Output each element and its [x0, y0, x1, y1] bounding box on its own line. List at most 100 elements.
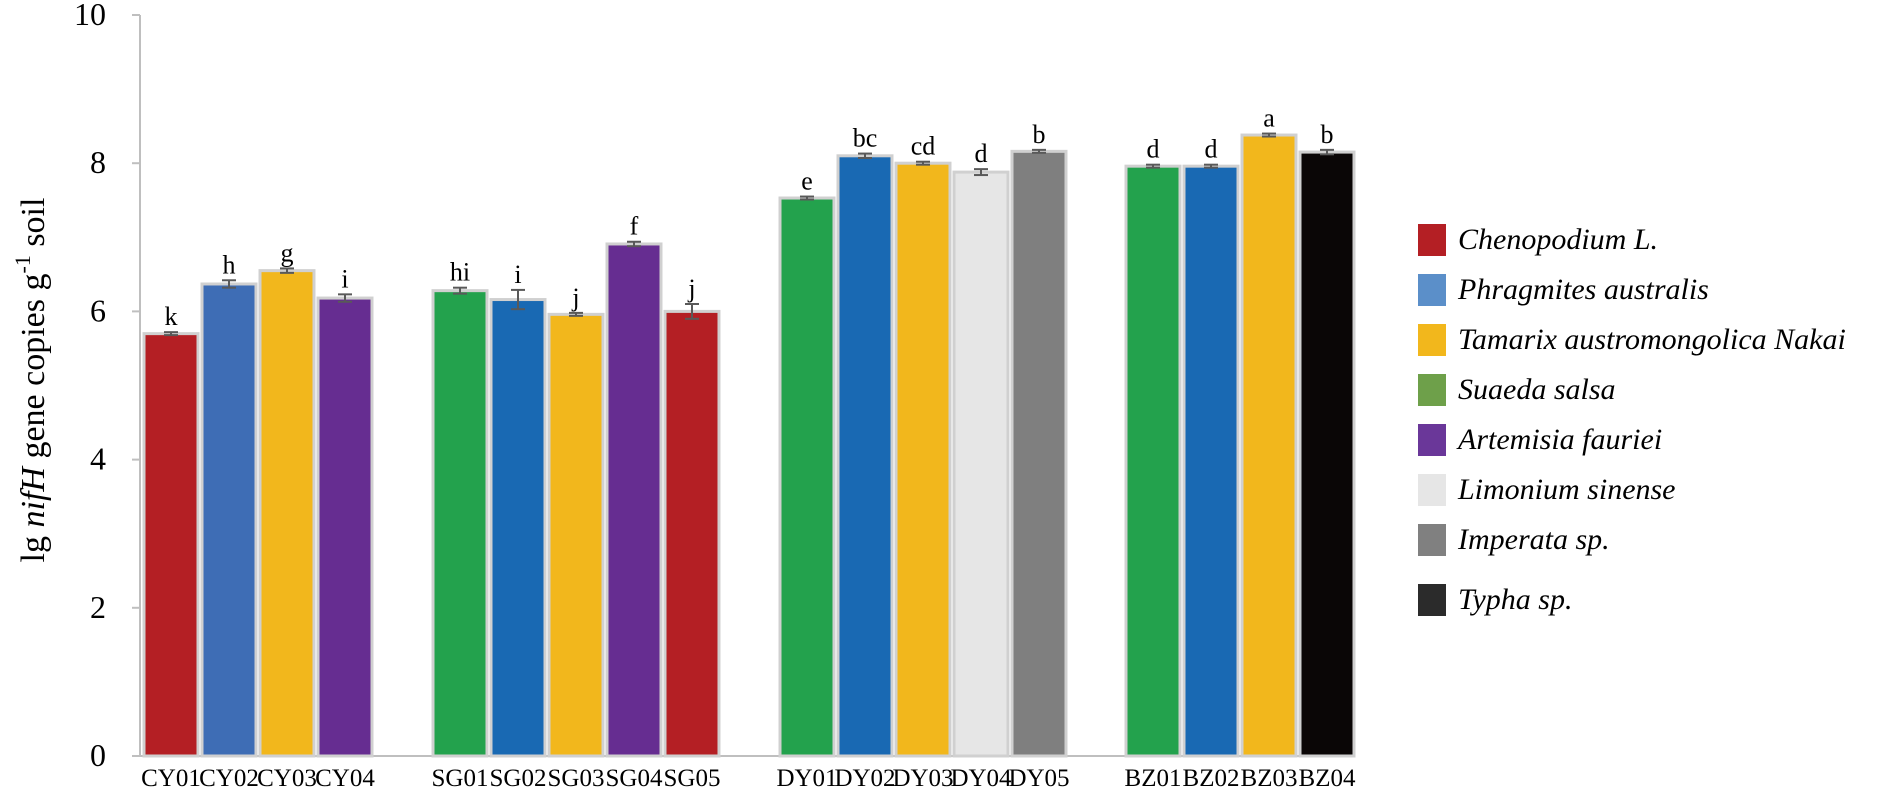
bar-cy02: h [200, 250, 258, 758]
bars: k h g i hi i j f j e bc cd d b d d a b [142, 104, 1356, 758]
legend-label: Tamarix austromongolica Nakai [1458, 323, 1846, 356]
significance-letter: cd [911, 132, 936, 161]
x-tick-label: BZ01 [1125, 765, 1182, 788]
significance-letter: i [514, 260, 521, 289]
bar-dy01: e [778, 167, 836, 758]
bar-sg03: j [547, 283, 605, 758]
bar-rect [894, 161, 952, 758]
significance-letter: d [975, 139, 988, 168]
legend-label: Imperata sp. [1458, 523, 1610, 556]
y-axis-label: lg nifH gene copies g-1 soil [10, 198, 52, 563]
bar-rect [316, 296, 374, 758]
significance-letter: a [1263, 104, 1275, 133]
significance-letter: j [687, 274, 695, 303]
legend-item: Tamarix austromongolica Nakai [1418, 322, 1846, 358]
bar-bz03: a [1240, 104, 1298, 758]
legend-item: Limonium sinense [1418, 472, 1676, 508]
bar-bz02: d [1182, 135, 1240, 758]
significance-letter: d [1205, 135, 1218, 164]
x-tick-label: CY04 [315, 765, 375, 788]
legend-item: Suaeda salsa [1418, 372, 1616, 408]
x-tick-label: SG04 [606, 765, 663, 788]
x-tick-label: DY04 [950, 765, 1012, 788]
y-tick-label: 10 [74, 0, 106, 32]
significance-letter: i [341, 264, 348, 293]
significance-letter: b [1033, 120, 1046, 149]
legend-swatch [1418, 374, 1446, 406]
bar-rect [1010, 149, 1068, 758]
significance-letter: g [281, 238, 294, 267]
significance-letter: h [223, 250, 236, 279]
bar-rect [605, 242, 663, 758]
x-tick-label: SG02 [490, 765, 547, 788]
bar-rect [836, 154, 894, 758]
y-tick-label: 0 [90, 737, 106, 773]
bar-rect [778, 196, 836, 758]
legend-swatch [1418, 324, 1446, 356]
legend-item: Chenopodium L. [1418, 222, 1658, 258]
x-tick-label: CY01 [141, 765, 201, 788]
significance-letter: k [165, 302, 178, 331]
significance-letter: hi [450, 258, 470, 287]
significance-letter: e [801, 167, 813, 196]
legend-label: Typha sp. [1458, 583, 1573, 616]
x-tick-label: SG01 [432, 765, 489, 788]
bar-dy05: b [1010, 120, 1068, 758]
legend-swatch [1418, 224, 1446, 256]
significance-letter: d [1147, 135, 1160, 164]
x-tick-label: DY01 [776, 765, 837, 788]
legend-swatch [1418, 424, 1446, 456]
legend-swatch [1418, 474, 1446, 506]
bar-rect [200, 282, 258, 758]
x-tick-label: SG05 [664, 765, 721, 788]
legend-label: Suaeda salsa [1458, 373, 1616, 406]
bar-cy04: i [316, 264, 374, 758]
legend-swatch [1418, 524, 1446, 556]
legend-item: Typha sp. [1418, 582, 1572, 618]
y-tick-label: 6 [90, 292, 106, 328]
x-tick-label: SG03 [548, 765, 605, 788]
bar-cy03: g [258, 238, 316, 758]
bar-rect [142, 332, 200, 758]
legend-swatch [1418, 584, 1446, 616]
legend-label: Limonium sinense [1458, 473, 1676, 506]
legend-item: Phragmites australis [1418, 272, 1709, 308]
legend-item: Artemisia fauriei [1418, 422, 1662, 458]
x-tick-label: CY03 [257, 765, 317, 788]
bar-sg01: hi [431, 258, 489, 758]
significance-letter: f [630, 212, 639, 241]
bar-sg04: f [605, 212, 663, 758]
legend-label: Phragmites australis [1458, 273, 1709, 306]
bar-rect [258, 269, 316, 758]
legend-item: Imperata sp. [1418, 522, 1610, 558]
bar-dy04: d [952, 139, 1010, 758]
bar-rect [1240, 133, 1298, 758]
y-tick-label: 8 [90, 144, 106, 180]
x-tick-label: DY05 [1008, 765, 1069, 788]
bar-rect [1298, 150, 1356, 758]
bar-rect [489, 298, 547, 758]
bar-sg02: i [489, 260, 547, 758]
x-tick-label: BZ03 [1241, 765, 1298, 788]
bar-rect [431, 289, 489, 758]
bar-bz01: d [1124, 135, 1182, 758]
bar-rect [952, 170, 1010, 758]
bar-rect [1124, 164, 1182, 758]
x-tick-label: CY02 [199, 765, 259, 788]
bar-dy03: cd [894, 132, 952, 758]
legend-label: Artemisia fauriei [1458, 423, 1663, 456]
significance-letter: b [1321, 120, 1334, 149]
legend-label: Chenopodium L. [1458, 223, 1659, 256]
legend-swatch [1418, 274, 1446, 306]
bar-rect [547, 312, 605, 758]
x-tick-label: DY02 [834, 765, 895, 788]
y-tick-label: 4 [90, 441, 106, 477]
bar-dy02: bc [836, 124, 894, 758]
bar-rect [1182, 164, 1240, 758]
y-tick-label: 2 [90, 589, 106, 625]
bar-sg05: j [663, 274, 721, 758]
x-tick-label: BZ02 [1183, 765, 1240, 788]
bar-cy01: k [142, 302, 200, 758]
